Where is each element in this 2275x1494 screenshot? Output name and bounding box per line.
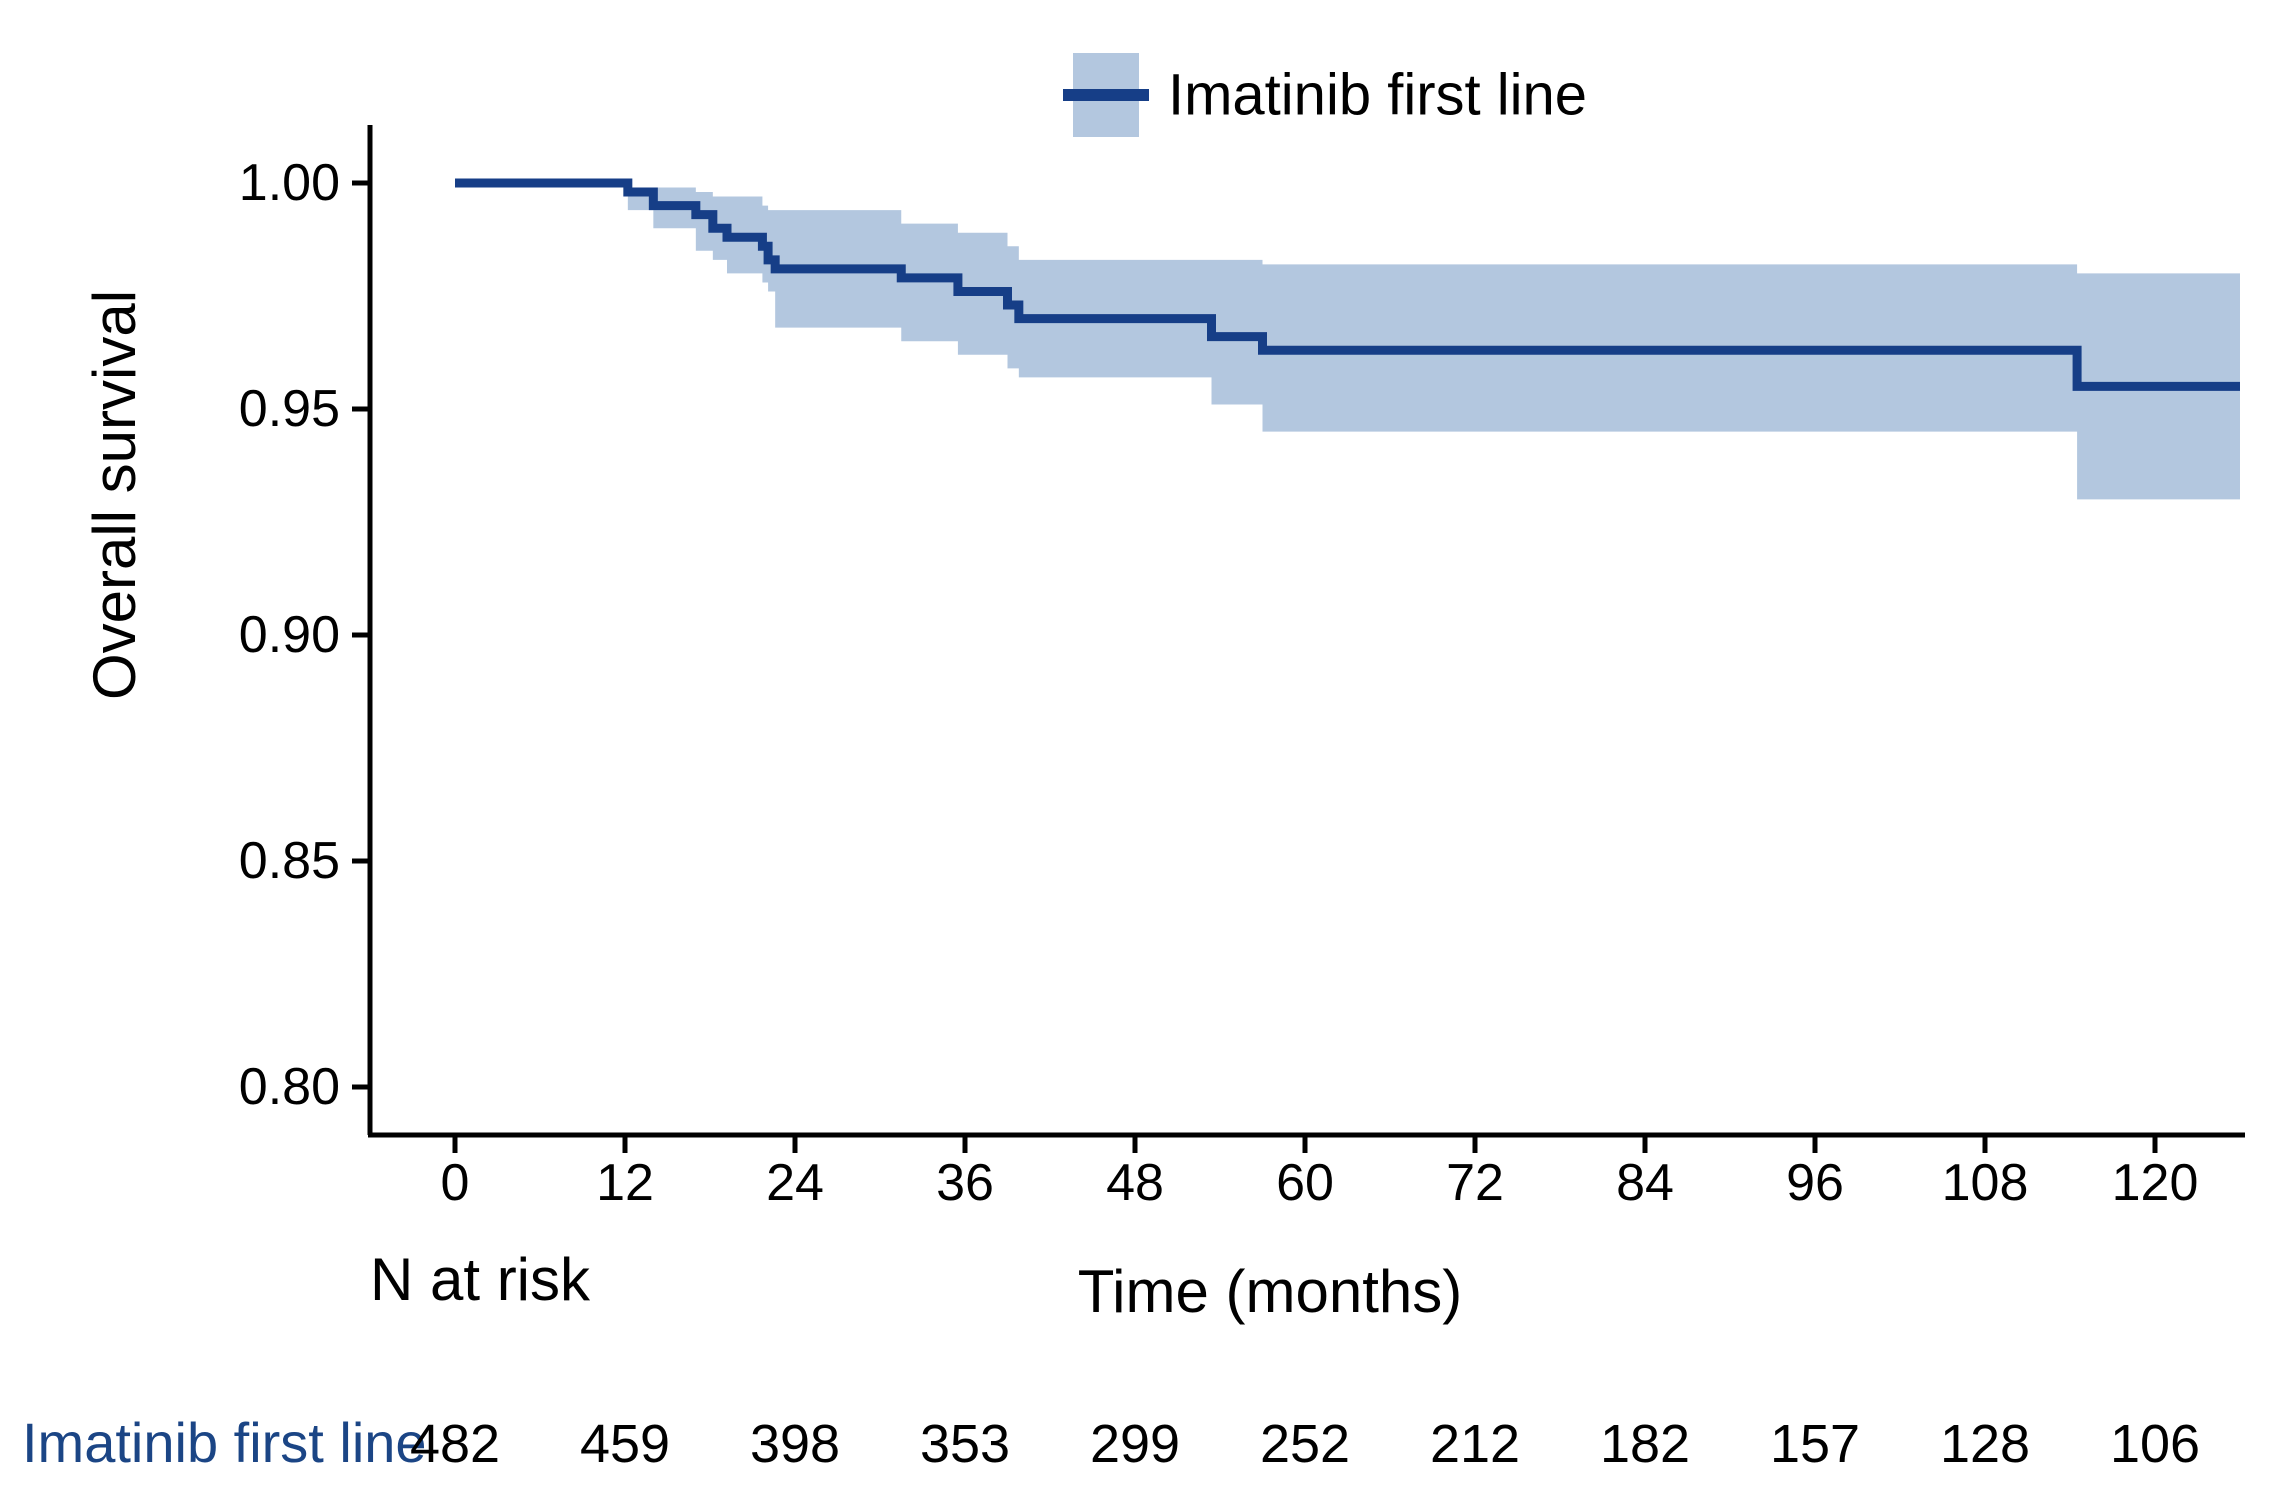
x-axis-ticks: 0 12 24 36 48 60 72 84 96 108 120 — [441, 1135, 2199, 1212]
x-tick-label: 96 — [1786, 1154, 1844, 1212]
x-tick-label: 60 — [1276, 1154, 1334, 1212]
risk-count: 482 — [410, 1414, 500, 1474]
x-tick-label: 0 — [441, 1154, 470, 1212]
n-at-risk-header: N at risk — [370, 1246, 591, 1313]
x-tick-label: 72 — [1446, 1154, 1504, 1212]
risk-count: 128 — [1940, 1414, 2030, 1474]
risk-count: 157 — [1770, 1414, 1860, 1474]
x-axis-title: Time (months) — [1078, 1258, 1463, 1325]
risk-count: 459 — [580, 1414, 670, 1474]
risk-count: 299 — [1090, 1414, 1180, 1474]
x-tick-label: 108 — [1942, 1154, 2029, 1212]
risk-count: 353 — [920, 1414, 1010, 1474]
x-tick-label: 120 — [2112, 1154, 2199, 1212]
y-axis-ticks: 1.00 0.95 0.90 0.85 0.80 — [239, 154, 370, 1116]
x-tick-label: 12 — [596, 1154, 654, 1212]
legend-label: Imatinib first line — [1168, 63, 1587, 128]
risk-count: 182 — [1600, 1414, 1690, 1474]
confidence-interval-band — [627, 187, 2241, 500]
y-tick-label: 0.95 — [239, 380, 340, 438]
x-tick-label: 24 — [766, 1154, 824, 1212]
x-tick-label: 84 — [1616, 1154, 1674, 1212]
risk-count-row: 482 459 398 353 299 252 212 182 157 128 106 — [410, 1414, 2200, 1474]
survival-step-line — [455, 178, 2240, 391]
y-tick-label: 0.90 — [239, 606, 340, 664]
y-tick-label: 0.80 — [239, 1058, 340, 1116]
risk-row-label: Imatinib first line — [22, 1411, 427, 1474]
x-tick-label: 36 — [936, 1154, 994, 1212]
legend: Imatinib first line — [1063, 53, 1587, 137]
y-tick-label: 0.85 — [239, 832, 340, 890]
y-axis-title: Overall survival — [81, 290, 148, 700]
x-tick-label: 48 — [1106, 1154, 1164, 1212]
risk-count: 398 — [750, 1414, 840, 1474]
y-tick-label: 1.00 — [239, 154, 340, 212]
risk-count: 106 — [2110, 1414, 2200, 1474]
risk-count: 252 — [1260, 1414, 1350, 1474]
risk-count: 212 — [1430, 1414, 1520, 1474]
